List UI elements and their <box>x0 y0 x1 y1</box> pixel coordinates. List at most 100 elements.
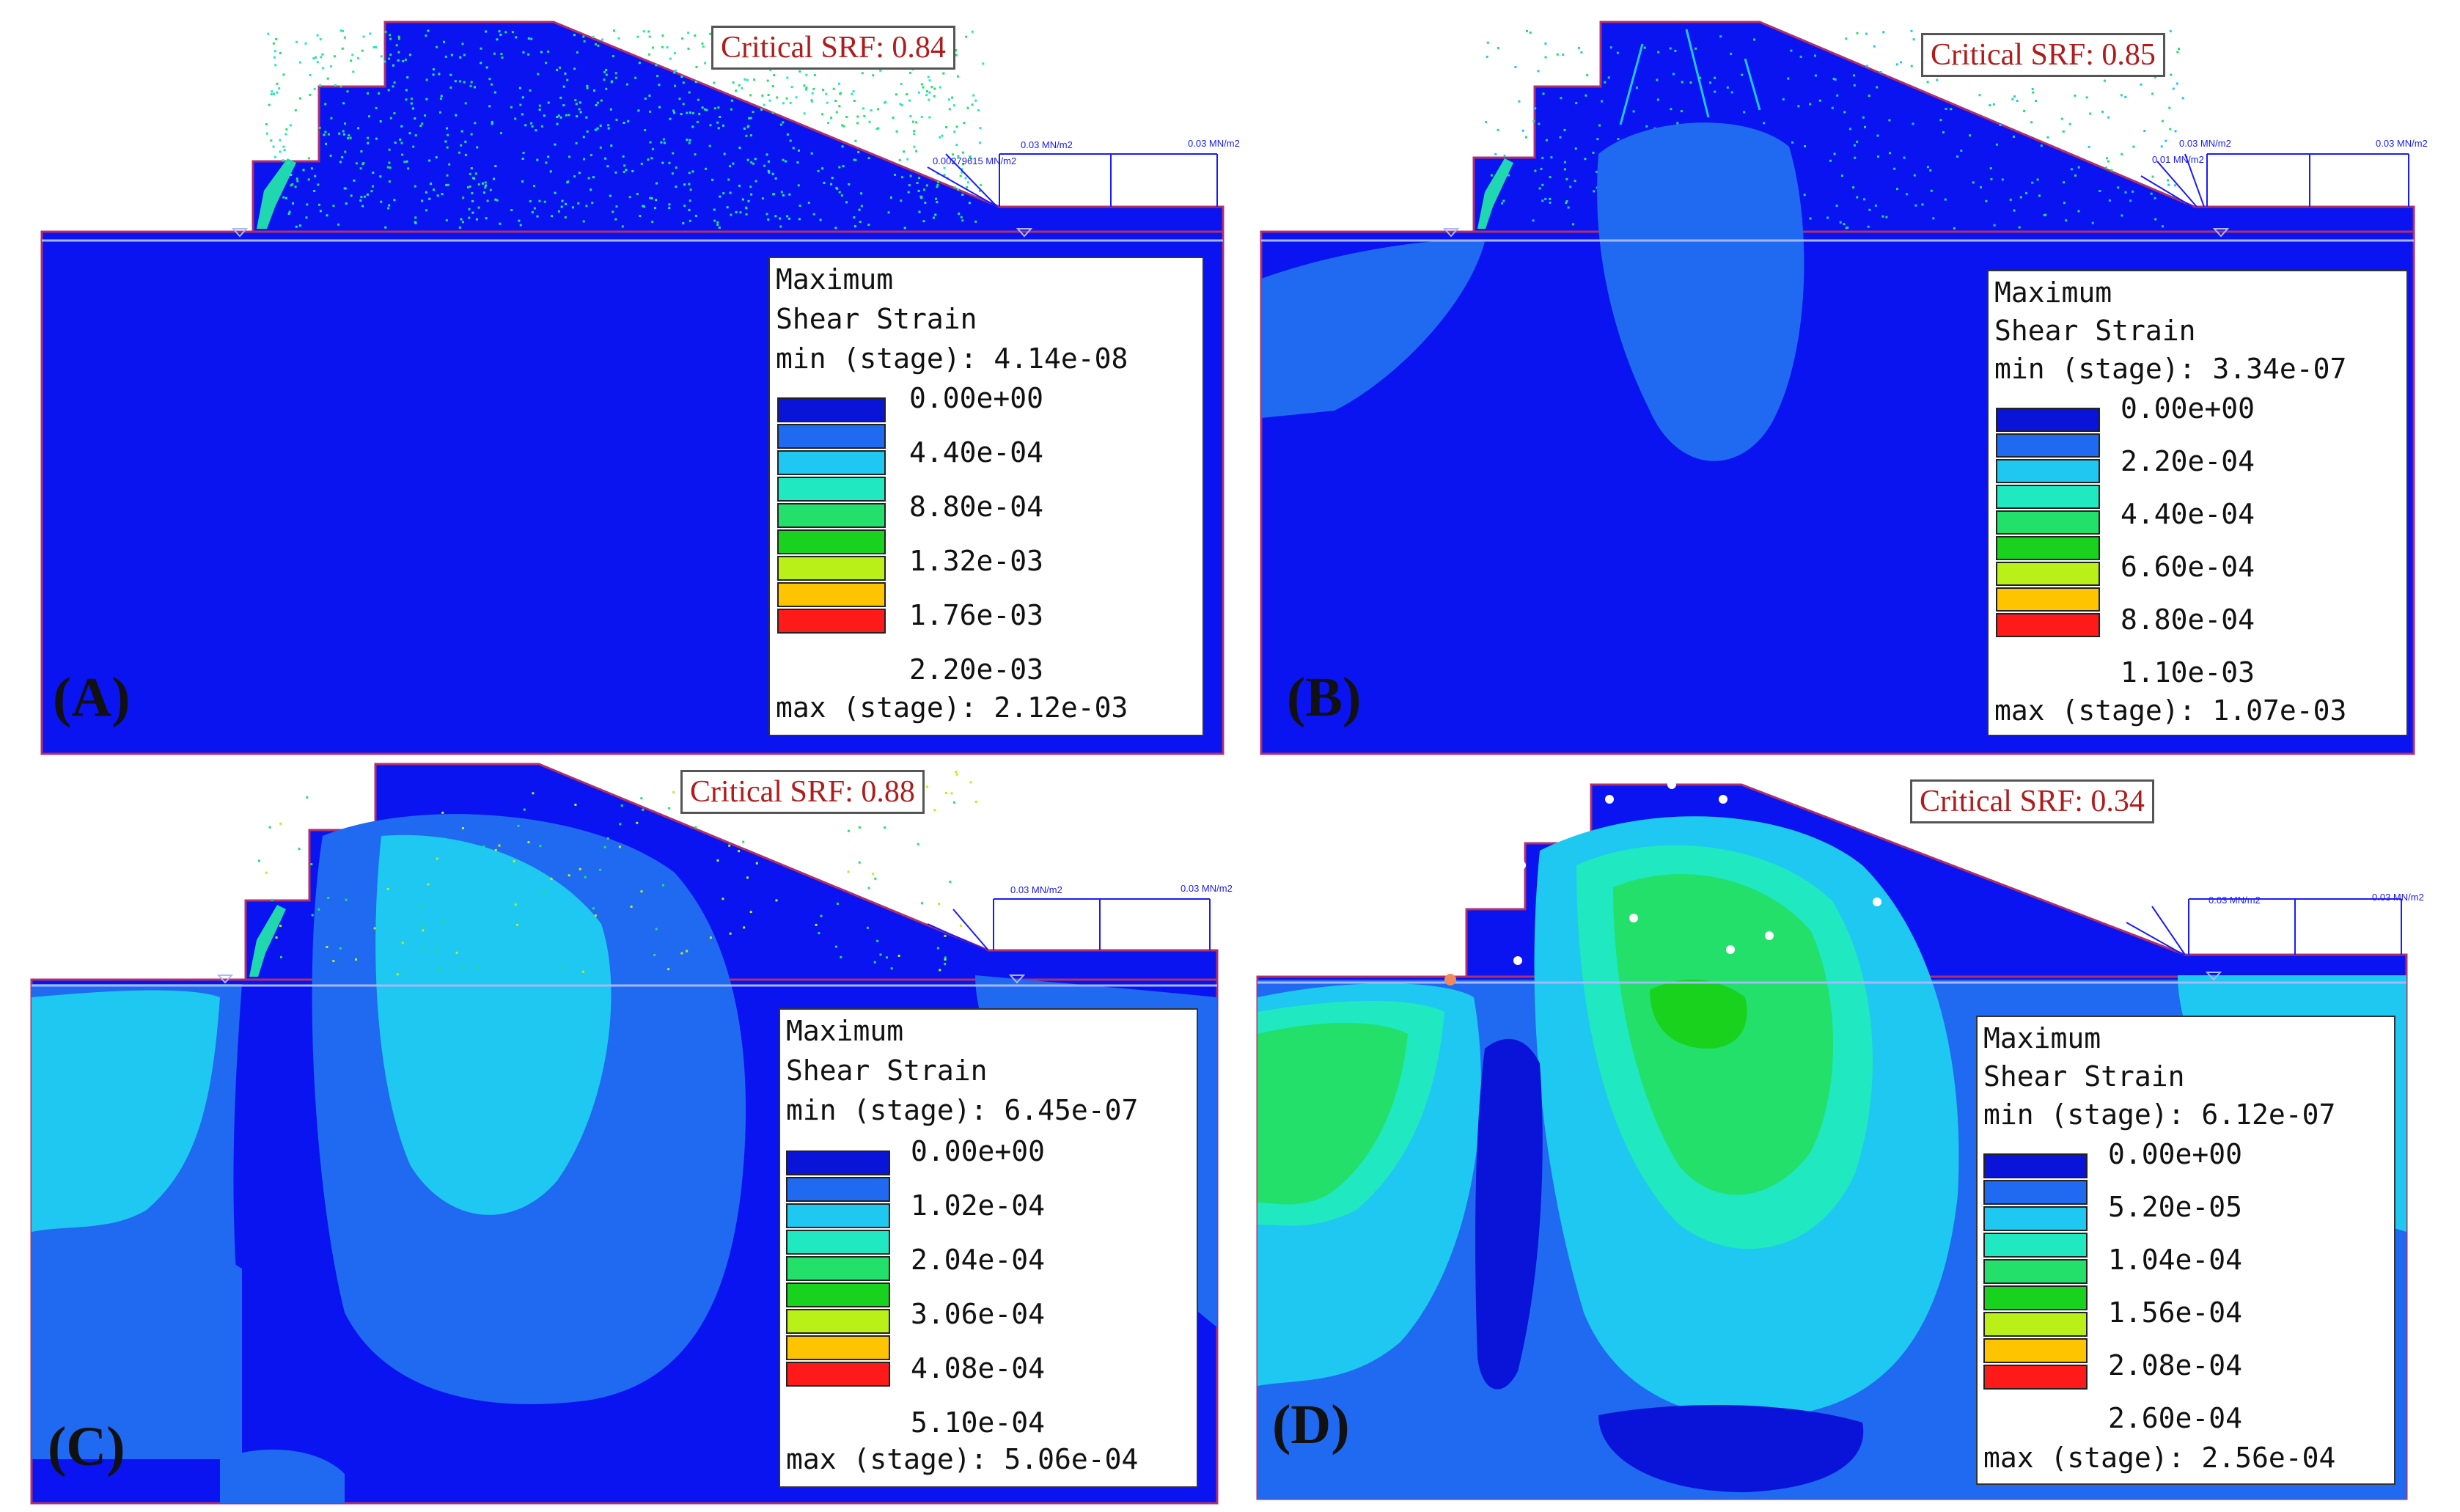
strain-speckle <box>709 32 712 35</box>
strain-speckle <box>747 125 750 128</box>
strain-speckle <box>713 107 716 110</box>
strain-speckle <box>568 155 570 158</box>
strain-speckle <box>605 73 608 76</box>
strain-speckle <box>2154 218 2157 221</box>
strain-speckle <box>851 92 853 95</box>
strain-speckle <box>649 197 652 199</box>
strain-speckle <box>2001 178 2004 181</box>
strain-speckle <box>436 950 438 953</box>
strain-speckle <box>924 202 927 205</box>
strain-speckle <box>2036 178 2039 181</box>
strain-speckle <box>705 167 707 170</box>
strain-speckle <box>524 124 527 127</box>
strain-speckle <box>360 196 363 199</box>
strain-speckle <box>1486 55 1488 58</box>
strain-speckle <box>449 73 452 76</box>
strain-speckle <box>859 221 862 223</box>
strain-speckle <box>536 215 539 218</box>
strain-speckle <box>468 208 471 210</box>
strain-speckle <box>1992 103 1995 106</box>
strain-speckle <box>379 120 382 122</box>
strain-speckle <box>464 153 467 156</box>
strain-speckle <box>853 216 856 219</box>
strain-speckle <box>874 877 877 880</box>
strain-speckle <box>1497 47 1499 49</box>
strain-speckle <box>2046 136 2049 139</box>
strain-speckle <box>1863 198 1866 201</box>
strain-speckle <box>743 78 746 81</box>
strain-speckle <box>287 162 290 165</box>
strain-speckle <box>907 191 910 194</box>
strain-speckle <box>334 84 337 87</box>
strain-speckle <box>2124 191 2127 194</box>
strain-speckle <box>1529 32 1532 34</box>
strain-speckle <box>422 929 425 932</box>
strain-speckle <box>961 219 964 222</box>
strain-contour-low <box>32 1232 242 1459</box>
strain-speckle <box>922 220 925 223</box>
strain-speckle <box>353 179 356 182</box>
strain-speckle <box>397 59 400 62</box>
strain-speckle <box>458 226 461 229</box>
strain-speckle <box>351 54 354 56</box>
strain-contour-low <box>1475 1038 1543 1390</box>
strain-speckle <box>2120 94 2123 97</box>
strain-speckle <box>538 199 541 202</box>
strain-speckle <box>469 185 471 188</box>
strain-speckle <box>704 62 707 65</box>
strain-speckle <box>576 115 579 118</box>
strain-speckle <box>573 34 576 37</box>
strain-speckle <box>610 81 613 84</box>
strain-speckle <box>673 52 676 55</box>
strain-speckle <box>640 797 643 800</box>
strain-speckle <box>2038 194 2041 197</box>
strain-speckle <box>944 963 947 966</box>
strain-speckle <box>455 114 458 117</box>
strain-speckle <box>2088 145 2090 148</box>
strain-speckle <box>393 199 396 202</box>
strain-speckle <box>605 68 608 71</box>
strain-speckle <box>1574 147 1577 150</box>
strain-speckle <box>597 44 600 47</box>
strain-speckle <box>686 950 689 953</box>
strain-speckle <box>467 186 469 188</box>
strain-speckle <box>612 210 614 213</box>
strain-speckle <box>741 87 743 89</box>
strain-speckle <box>860 205 863 208</box>
strain-speckle <box>522 152 525 154</box>
strain-speckle <box>344 150 347 153</box>
strain-speckle <box>861 72 864 75</box>
strain-speckle <box>1689 81 1692 84</box>
strain-speckle <box>367 92 369 95</box>
strain-speckle <box>282 159 284 162</box>
legend-tick: 1.32e-03 <box>909 545 1044 577</box>
strain-speckle <box>389 34 392 37</box>
strain-speckle <box>739 211 742 214</box>
critical-srf-label: Critical SRF: 0.88 <box>680 770 925 814</box>
strain-speckle <box>796 161 799 164</box>
strain-speckle <box>745 213 748 216</box>
strain-speckle <box>460 130 463 133</box>
strain-speckle <box>716 859 719 862</box>
strain-speckle <box>533 207 536 210</box>
strain-speckle <box>1719 35 1722 38</box>
strain-speckle <box>482 845 485 848</box>
strain-speckle <box>2065 219 2068 222</box>
strain-speckle <box>1960 150 1963 152</box>
strain-speckle <box>348 134 350 137</box>
legend-min: min (stage): 6.45e-07 <box>786 1094 1139 1126</box>
strain-speckle <box>1843 111 1846 114</box>
strain-speckle <box>780 191 783 194</box>
strain-speckle <box>373 927 376 930</box>
strain-speckle <box>615 118 618 121</box>
water-marker <box>1008 975 1026 984</box>
strain-speckle <box>363 195 366 198</box>
strain-speckle <box>673 71 676 74</box>
strain-speckle <box>352 70 355 73</box>
strain-speckle <box>918 177 921 180</box>
water-marker <box>1016 228 1033 238</box>
strain-speckle <box>716 224 719 226</box>
strain-speckle <box>488 105 491 108</box>
strain-speckle <box>2154 197 2156 199</box>
strain-speckle <box>2085 96 2088 99</box>
